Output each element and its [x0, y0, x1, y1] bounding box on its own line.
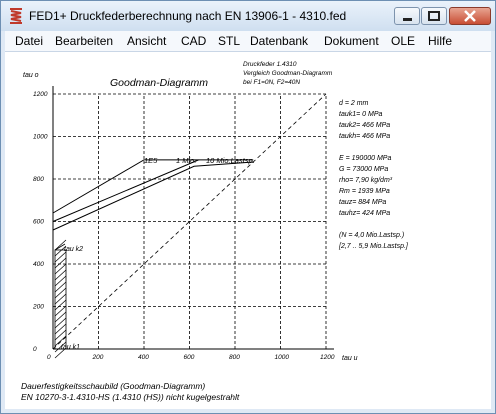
- info-param-line: taukh= 466 MPa: [339, 133, 390, 140]
- info-param-line: tauhz= 424 MPa: [339, 210, 390, 217]
- x-tick-label: 400: [138, 354, 149, 361]
- menu-ole[interactable]: OLE: [391, 34, 416, 48]
- hatch-line: [54, 323, 67, 335]
- footer-line: Dauerfestigkeitsschaubild (Goodman-Diagr…: [21, 381, 205, 391]
- x-tick-label: 1000: [275, 354, 290, 361]
- goodman-series-3: [52, 161, 254, 231]
- goodman-series-1: [52, 159, 254, 214]
- footer-line: EN 10270-3-1.4310-HS (1.4310 (HS)) nicht…: [21, 392, 240, 402]
- hatch-line: [54, 251, 67, 263]
- hatch-line: [54, 257, 67, 269]
- info-param-line: rho= 7,90 kg/dm³: [339, 177, 393, 184]
- series-label-1e5: 1E5: [144, 156, 158, 165]
- hatch-line: [54, 269, 67, 281]
- hatch-line: [54, 335, 67, 347]
- x-axis-label: tau u: [342, 355, 358, 362]
- info-header-line: Druckfeder 1.4310: [243, 61, 297, 68]
- footer-text: Dauerfestigkeitsschaubild (Goodman-Diagr…: [21, 381, 240, 402]
- info-param-line: Rm = 1939 MPa: [339, 188, 390, 195]
- y-tick-label: 0: [33, 346, 37, 353]
- y-tick-label: 1200: [33, 91, 48, 98]
- y-tick-label: 400: [33, 261, 44, 268]
- menu-dokument[interactable]: Dokument: [324, 34, 379, 48]
- tauk2-leader: [54, 243, 66, 251]
- hatch-line: [54, 293, 67, 305]
- info-param-line: tauk2= 466 MPa: [339, 122, 390, 129]
- menu-datei[interactable]: Datei: [15, 34, 44, 48]
- spring-app-icon: [10, 8, 22, 24]
- hatch-line: [54, 281, 67, 293]
- title-bar[interactable]: FED1+ Druckfederberechnung nach EN 13906…: [1, 1, 495, 31]
- hatch-line: [54, 341, 67, 353]
- hatch-line: [54, 305, 67, 317]
- x-tick-label: 200: [92, 354, 104, 361]
- info-param-line: tauk1= 0 MPa: [339, 111, 382, 118]
- y-tick-label: 1000: [33, 134, 48, 141]
- y-tick-label: 800: [33, 176, 44, 183]
- minimize-icon: [403, 18, 412, 21]
- menu-datenbank[interactable]: Datenbank: [250, 34, 309, 48]
- info-param-line: [2,7 .. 5,9 Mio.Lastsp.]: [338, 243, 409, 250]
- hatch-line: [54, 287, 67, 299]
- series-label-1mio: 1 Mio.: [176, 156, 196, 165]
- info-header-line: bei F1=0N, F2=40N: [243, 79, 300, 86]
- hatch-line: [54, 317, 67, 329]
- x-tick-label: 1200: [320, 354, 335, 361]
- goodman-series-2: [52, 159, 199, 222]
- hatch-line: [54, 299, 67, 311]
- info-header-line: Vergleich Goodman-Diagramm: [243, 70, 333, 77]
- hatch-line: [54, 263, 67, 275]
- menu-hilfe[interactable]: Hilfe: [428, 34, 453, 48]
- menu-stl[interactable]: STL: [218, 34, 241, 48]
- maximize-icon: [428, 11, 440, 21]
- diagonal-line: [52, 93, 327, 350]
- hatch-line: [54, 245, 67, 257]
- info-param-line: G = 73000 MPa: [339, 166, 388, 173]
- hatch-line: [54, 239, 67, 251]
- chart-axes: [52, 86, 334, 350]
- info-panel: Druckfeder 1.4310 Vergleich Goodman-Diagr…: [243, 61, 409, 250]
- maximize-button[interactable]: [421, 7, 447, 25]
- hatch-line: [54, 329, 67, 341]
- hatch-line: [54, 347, 67, 359]
- chart-ticks: 0 200 400 600 800 1000 1200 0 200 400 600 800 1000 12…: [32, 91, 335, 361]
- info-param-line: tauz= 884 MPa: [339, 199, 386, 206]
- info-param-line: (N = 4,0 Mio.Lastsp.): [339, 232, 404, 239]
- y-tick-label: 200: [32, 304, 44, 311]
- y-tick-label: 600: [33, 219, 44, 226]
- goodman-chart: 0 200 400 600 800 1000 1200 0 200 400 600 800 1000 12…: [21, 61, 409, 402]
- hatch-line: [54, 275, 67, 287]
- x-tick-label: 600: [184, 354, 195, 361]
- chart-title: Goodman-Diagramm: [110, 77, 208, 89]
- drawing-area: 0 200 400 600 800 1000 1200 0 200 400 600 800 1000 12…: [5, 51, 491, 409]
- tauk1-label: tau k1: [61, 344, 80, 351]
- chart-grid: [53, 93, 327, 349]
- window-title: FED1+ Druckfederberechnung nach EN 13906…: [29, 9, 347, 23]
- x-tick-label: 0: [47, 354, 51, 361]
- tauk2-label: tau k2: [64, 246, 83, 253]
- hatch-line: [54, 311, 67, 323]
- menu-ansicht[interactable]: Ansicht: [127, 34, 167, 48]
- close-icon: [464, 10, 476, 22]
- working-range-hatch: [54, 239, 67, 359]
- info-param-line: E = 190000 MPa: [339, 155, 391, 162]
- menu-bearbeiten[interactable]: Bearbeiten: [55, 34, 114, 48]
- menu-bar: Datei Bearbeiten Ansicht CAD STL Datenba…: [5, 31, 491, 51]
- y-axis-label: tau o: [23, 72, 39, 79]
- minimize-button[interactable]: [394, 7, 420, 25]
- menu-cad[interactable]: CAD: [181, 34, 207, 48]
- x-tick-label: 800: [229, 354, 240, 361]
- info-param-line: d = 2 mm: [339, 100, 369, 107]
- chart-series: [52, 93, 327, 350]
- series-label-10mio: 10 Mio.Lastsp.: [206, 156, 255, 165]
- close-button[interactable]: [449, 7, 491, 25]
- working-range-box: [54, 249, 67, 350]
